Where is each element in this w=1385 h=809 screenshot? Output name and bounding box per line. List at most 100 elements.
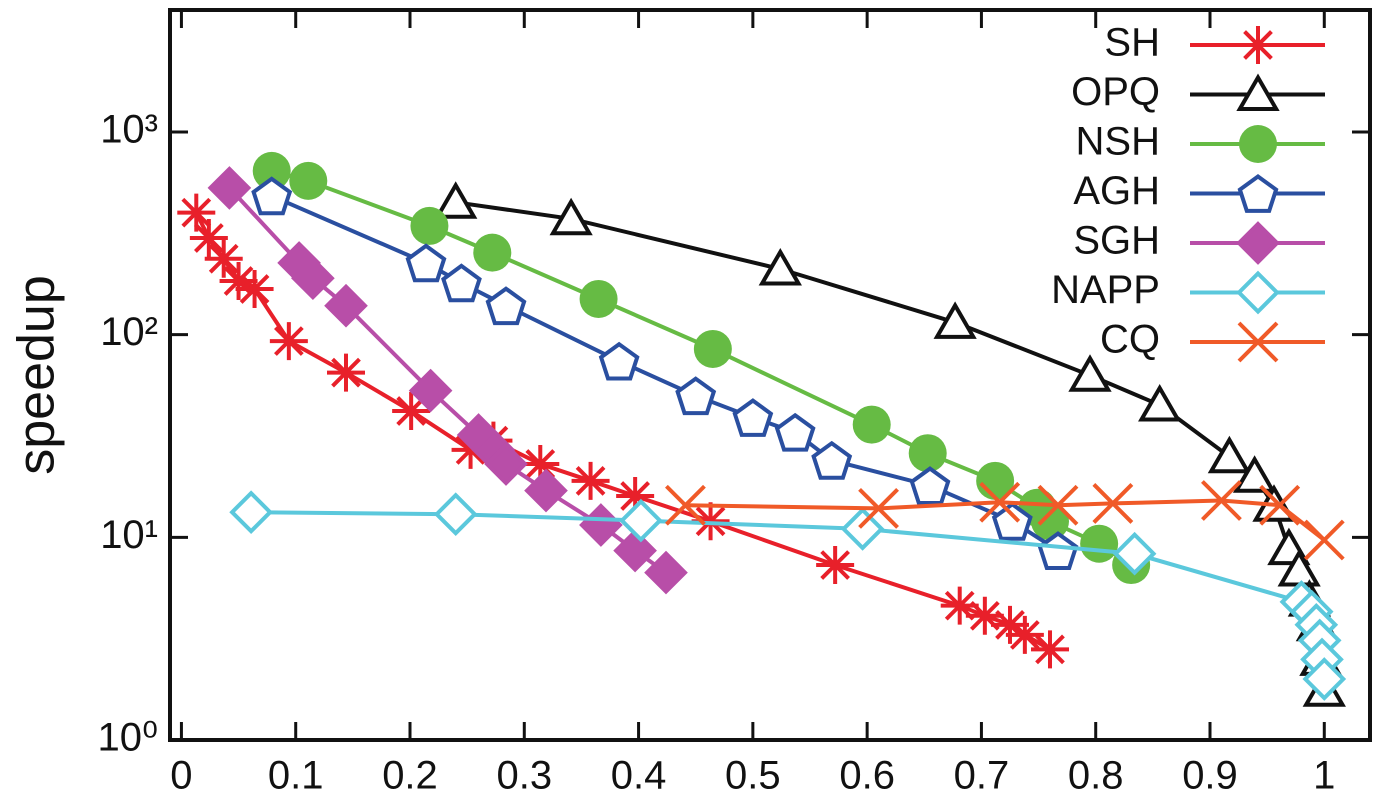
marker	[451, 430, 490, 469]
marker	[1232, 455, 1277, 493]
marker	[324, 283, 368, 328]
marker	[840, 507, 885, 551]
marker	[289, 161, 328, 200]
marker	[991, 605, 1029, 644]
marker	[1138, 384, 1182, 422]
marker	[327, 353, 365, 392]
x-tick-label: 0.5	[725, 754, 781, 798]
marker	[1303, 519, 1345, 561]
marker	[207, 166, 252, 210]
marker	[598, 341, 640, 381]
plot-frame	[168, 8, 1372, 742]
marker	[521, 445, 560, 484]
marker	[1092, 483, 1134, 524]
legend-marker	[1239, 125, 1277, 163]
y-tick-label: 10¹	[100, 513, 158, 557]
marker	[235, 270, 274, 309]
marker	[485, 286, 527, 326]
marker	[433, 492, 478, 537]
marker	[571, 461, 610, 500]
x-tick-label: 0.9	[1182, 754, 1238, 798]
marker	[189, 218, 228, 257]
series-line	[685, 498, 1326, 542]
marker	[909, 466, 951, 505]
marker	[473, 233, 512, 272]
marker	[229, 490, 273, 535]
x-tick-label: 0.8	[1068, 754, 1124, 798]
y-tick-label: 10⁰	[97, 716, 158, 760]
x-tick-label: 0.3	[496, 754, 552, 798]
marker	[675, 376, 717, 416]
marker	[579, 279, 618, 318]
marker	[484, 442, 528, 486]
marker	[811, 440, 853, 480]
marker	[291, 256, 335, 301]
legend-label: SH	[1104, 21, 1160, 65]
x-tick-label: 0	[170, 754, 192, 798]
marker	[392, 392, 431, 431]
marker	[441, 263, 482, 303]
marker	[858, 487, 899, 529]
x-tick-label: 0.6	[839, 754, 895, 798]
marker	[816, 546, 855, 585]
marker	[908, 434, 947, 473]
marker	[1112, 531, 1157, 576]
marker	[1259, 484, 1301, 526]
marker	[613, 528, 657, 573]
marker	[758, 248, 802, 286]
marker	[1005, 615, 1044, 654]
legend-marker	[1236, 221, 1280, 265]
marker	[1080, 524, 1119, 563]
marker	[852, 405, 891, 444]
legend-label: OPQ	[1071, 70, 1160, 114]
marker	[579, 503, 623, 547]
marker	[252, 151, 291, 190]
marker	[774, 412, 816, 452]
legend-label: CQ	[1100, 318, 1160, 362]
marker	[979, 481, 1021, 523]
marker	[693, 329, 732, 368]
legend-marker	[1237, 321, 1279, 363]
marker	[619, 498, 663, 543]
marker	[524, 468, 568, 513]
series-line	[455, 200, 1327, 691]
legend-marker	[1237, 174, 1279, 213]
legend-marker	[1236, 73, 1280, 111]
marker	[410, 206, 449, 245]
marker	[965, 596, 1004, 635]
legend-marker	[1236, 270, 1280, 315]
series-line	[251, 510, 1327, 680]
legend-marker	[1239, 26, 1277, 64]
marker	[1037, 484, 1079, 526]
legend-label: NSH	[1076, 120, 1160, 164]
legend-label: AGH	[1073, 169, 1160, 213]
x-tick-label: 0.1	[268, 754, 324, 798]
marker	[1031, 630, 1069, 669]
marker	[644, 550, 688, 595]
marker	[1201, 480, 1242, 521]
marker	[933, 301, 977, 339]
x-tick-label: 0.2	[382, 754, 438, 798]
y-tick-label: 10³	[100, 108, 158, 152]
x-tick-label: 0.4	[611, 754, 667, 798]
marker	[1068, 354, 1112, 392]
marker	[177, 193, 216, 232]
x-tick-label: 0.7	[954, 754, 1010, 798]
marker	[405, 243, 447, 283]
marker	[549, 197, 593, 236]
marker	[665, 484, 706, 526]
marker	[991, 501, 1033, 541]
y-tick-label: 10²	[100, 310, 158, 354]
marker	[204, 239, 243, 278]
marker	[732, 398, 774, 437]
legend-label: SGH	[1073, 219, 1160, 263]
marker	[434, 181, 478, 219]
x-tick-label: 1	[1313, 754, 1335, 798]
marker	[940, 586, 979, 625]
marker	[1207, 435, 1252, 474]
marker	[616, 476, 655, 515]
marker	[251, 176, 293, 216]
marker	[1031, 502, 1069, 541]
